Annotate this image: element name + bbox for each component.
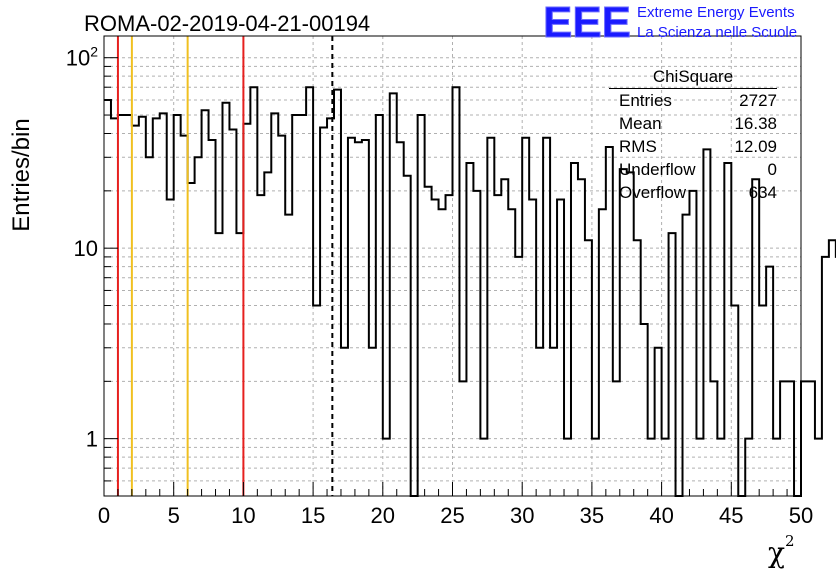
x-tick-label: 40 — [649, 503, 673, 528]
y-tick-label: 102 — [66, 44, 98, 71]
stats-value: 12.09 — [734, 137, 777, 156]
x-tick-label: 25 — [440, 503, 464, 528]
stats-value: 0 — [767, 160, 777, 179]
y-tick-label: 1 — [86, 427, 98, 452]
plot-title: ROMA-02-2019-04-21-00194 — [84, 11, 371, 36]
marker-lines — [116, 36, 334, 496]
stats-label: RMS — [619, 137, 657, 156]
stats-row: Entries 2727 — [609, 89, 777, 112]
axis-ticks — [103, 57, 802, 497]
stats-value: 2727 — [739, 91, 777, 110]
eee-logo: EEE — [542, 2, 631, 42]
x-tick-label: 20 — [371, 503, 395, 528]
stats-row: Mean 16.38 — [609, 112, 777, 135]
y-tick-exponent: 2 — [90, 44, 98, 60]
stats-label: Underflow — [619, 160, 696, 179]
logo-line-1: Extreme Energy Events — [637, 4, 795, 21]
stats-title: ChiSquare — [609, 66, 777, 89]
x-tick-label: 30 — [510, 503, 534, 528]
x-tick-label: 45 — [719, 503, 743, 528]
stats-row: RMS 12.09 — [609, 135, 777, 158]
x-tick-label: 15 — [301, 503, 325, 528]
x-tick-label: 50 — [789, 503, 813, 528]
stats-value: 16.38 — [734, 114, 777, 133]
x-tick-label: 0 — [98, 503, 110, 528]
x-axis-label: χ2 — [768, 531, 795, 569]
histogram-bars — [104, 86, 836, 497]
stats-row: Overflow 634 — [609, 181, 777, 204]
stats-row: Underflow 0 — [609, 158, 777, 181]
stats-label: Mean — [619, 114, 662, 133]
y-tick-label: 10 — [74, 236, 98, 261]
x-tick-label: 10 — [231, 503, 255, 528]
x-tick-label: 5 — [168, 503, 180, 528]
stats-label: Entries — [619, 91, 672, 110]
y-axis-label: Entries/bin — [8, 118, 35, 232]
histogram-outline — [104, 86, 836, 497]
stats-box: ChiSquare Entries 2727 Mean 16.38 RMS 12.09… — [609, 66, 777, 204]
logo-mark: EEE — [543, 2, 631, 42]
x-tick-label: 35 — [580, 503, 604, 528]
logo-line-2: La Scienza nelle Scuole — [637, 24, 798, 41]
stats-value: 634 — [748, 183, 777, 202]
stats-label: Overflow — [619, 183, 687, 202]
